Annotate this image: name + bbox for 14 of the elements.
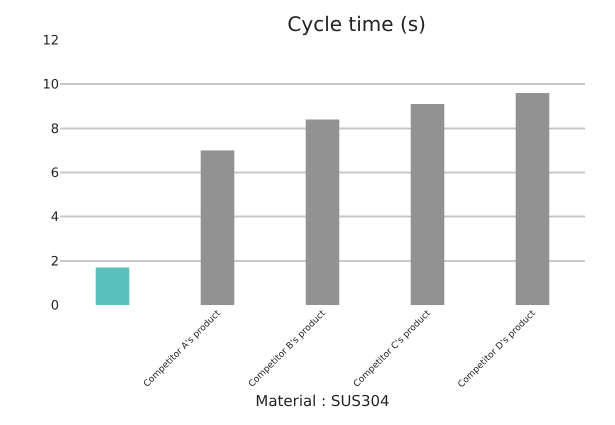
chart-title: Cycle time (s) <box>287 12 426 36</box>
y-tick-label: 0 <box>50 298 59 314</box>
bar <box>306 120 340 305</box>
y-tick-label: 10 <box>42 78 59 93</box>
y-tick-label: 6 <box>50 166 59 182</box>
y-tick-label: 12 <box>42 34 59 49</box>
bar <box>200 150 234 305</box>
bar <box>410 104 444 305</box>
y-tick-label: 2 <box>50 254 59 270</box>
bar <box>516 93 550 305</box>
bar <box>96 267 130 305</box>
y-tick-label: 8 <box>50 122 59 137</box>
y-tick-label: 4 <box>50 210 59 226</box>
x-axis-title: Material : SUS304 <box>255 392 390 410</box>
